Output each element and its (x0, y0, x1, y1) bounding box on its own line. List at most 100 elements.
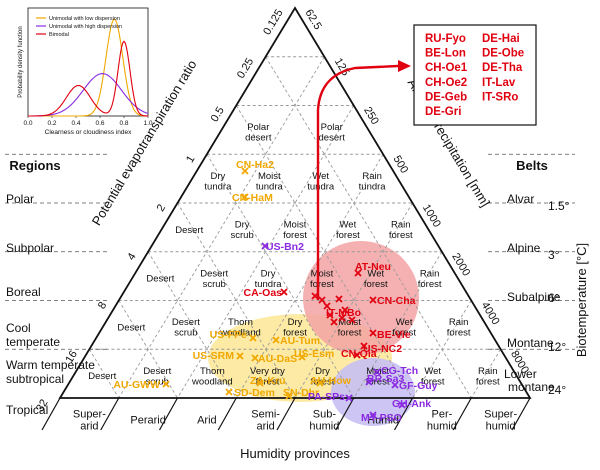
region-label: temperate (6, 335, 60, 349)
svg-text:tundra: tundra (255, 279, 283, 290)
humidity-tick (100, 397, 120, 431)
callout-station: BE-Lon (425, 48, 466, 60)
svg-text:forest: forest (283, 328, 307, 339)
grid-line-precip (118, 56, 325, 399)
biotemp-tick-label: 1.5° (548, 199, 570, 213)
pet-tick-label: 16 (63, 349, 80, 366)
humidity-label: Super-humid (484, 409, 517, 433)
svg-text:tundra: tundra (256, 181, 284, 192)
grid-line-pet-ratio (265, 56, 472, 399)
callout-box (413, 24, 537, 126)
station-us-srm: US-SRM (193, 350, 244, 362)
svg-text:Desert: Desert (146, 274, 174, 285)
station-pa-sps: PA-SPs (308, 391, 353, 403)
svg-text:Dry: Dry (288, 317, 303, 328)
station-label: SN-Dhr (283, 387, 319, 399)
station-label: MY-PSO (361, 412, 402, 424)
station-us-nc2: US-NC2 (360, 342, 402, 355)
svg-text:Rain: Rain (362, 171, 382, 182)
station-at-neu: AT-Neu (354, 261, 391, 277)
svg-text:forest: forest (418, 279, 442, 290)
svg-text:Desert: Desert (172, 317, 200, 328)
station-marker (241, 193, 249, 201)
callout-station: CH-Oe1 (425, 62, 468, 74)
svg-text:forest: forest (392, 328, 416, 339)
belt-lines (5, 153, 575, 350)
region-label: Tropical (6, 403, 48, 417)
grid-line-pet-ratio (177, 202, 296, 399)
station-cn-ha2: CN-Ha2 (236, 159, 274, 175)
svg-text:scrub: scrub (146, 376, 169, 387)
humidity-label: Perarid (130, 415, 165, 427)
pet-tick-label: 2 (155, 202, 168, 213)
station-label: AU-GWW (113, 379, 160, 391)
station-marker (298, 353, 306, 361)
svg-text:humid: humid (486, 421, 516, 433)
belt-label: Lower (504, 367, 537, 381)
callout-arrowhead (398, 60, 411, 72)
station-cg-tch: CG-Tch (373, 365, 418, 377)
inset-xtick-label: 0.6 (95, 120, 104, 127)
inset-curve (28, 18, 149, 117)
callout-station: DE-Geb (425, 91, 467, 103)
station-label: CN-Cha (377, 295, 416, 307)
stations: CN-Ha2 CN-HaM US-FPe AU-Tum US-SRM AU-DaSUS-E… (113, 159, 437, 424)
svg-text:woodland: woodland (219, 328, 261, 339)
grid-line-pet-ratio (147, 251, 237, 399)
station-label: US-Esm (294, 348, 334, 360)
biotemp-tick-label: 24° (548, 383, 566, 397)
station-label: PA-SPs (308, 391, 345, 403)
station-au-how: AU-How (310, 375, 352, 387)
svg-text:Rain: Rain (449, 317, 469, 328)
svg-text:Rain: Rain (478, 366, 498, 377)
biotemp-tick-label: 6° (548, 291, 560, 305)
station-ca-oas: CA-Oas (243, 287, 288, 299)
station-sd-dem: SD-Dem (225, 387, 275, 399)
humidity-tick (158, 397, 179, 431)
svg-text:Desert: Desert (117, 322, 145, 333)
humidity-label: Semi-arid (251, 409, 280, 433)
biotemp-tick-label: 12° (548, 340, 566, 354)
callout-station: DE-Tha (482, 62, 523, 74)
belt-label: montane (508, 380, 555, 394)
inset-legend-label: Bimodal (49, 32, 69, 38)
station-cn-cha: CN-Cha (369, 295, 416, 307)
svg-text:Desert: Desert (200, 268, 228, 279)
inset-xtick-label: 0.2 (47, 120, 56, 127)
svg-text:tundra: tundra (359, 181, 387, 192)
pet-tick-label: 0.125 (261, 7, 285, 37)
grid-line-precip (353, 251, 443, 399)
svg-text:tundra: tundra (204, 181, 232, 192)
zone-label: Desert (146, 274, 174, 285)
region-label: Boreal (6, 285, 41, 299)
svg-text:scrub: scrub (203, 279, 226, 290)
station-label: CG-Tch (381, 365, 418, 377)
svg-text:forest: forest (336, 230, 360, 241)
svg-text:arid: arid (256, 421, 274, 433)
svg-text:Wet: Wet (367, 268, 384, 279)
belt-label: Subalpine (507, 290, 561, 304)
inset-xtick-label: 1.0 (143, 120, 152, 127)
station-my-pso: MY-PSO (361, 411, 402, 424)
svg-text:tundra: tundra (307, 181, 335, 192)
svg-text:Very dry: Very dry (250, 366, 285, 377)
station-marker (398, 401, 406, 409)
station-marker (369, 296, 377, 304)
svg-text:forest: forest (310, 279, 334, 290)
station-label: GH-Ank (392, 398, 431, 410)
station-label: SD-Dem (234, 387, 275, 399)
humidity-label: Sub-humid (309, 409, 339, 433)
grid-line-pet-ratio (88, 349, 120, 399)
svg-text:Perarid: Perarid (130, 415, 165, 427)
station-marker (249, 334, 257, 342)
